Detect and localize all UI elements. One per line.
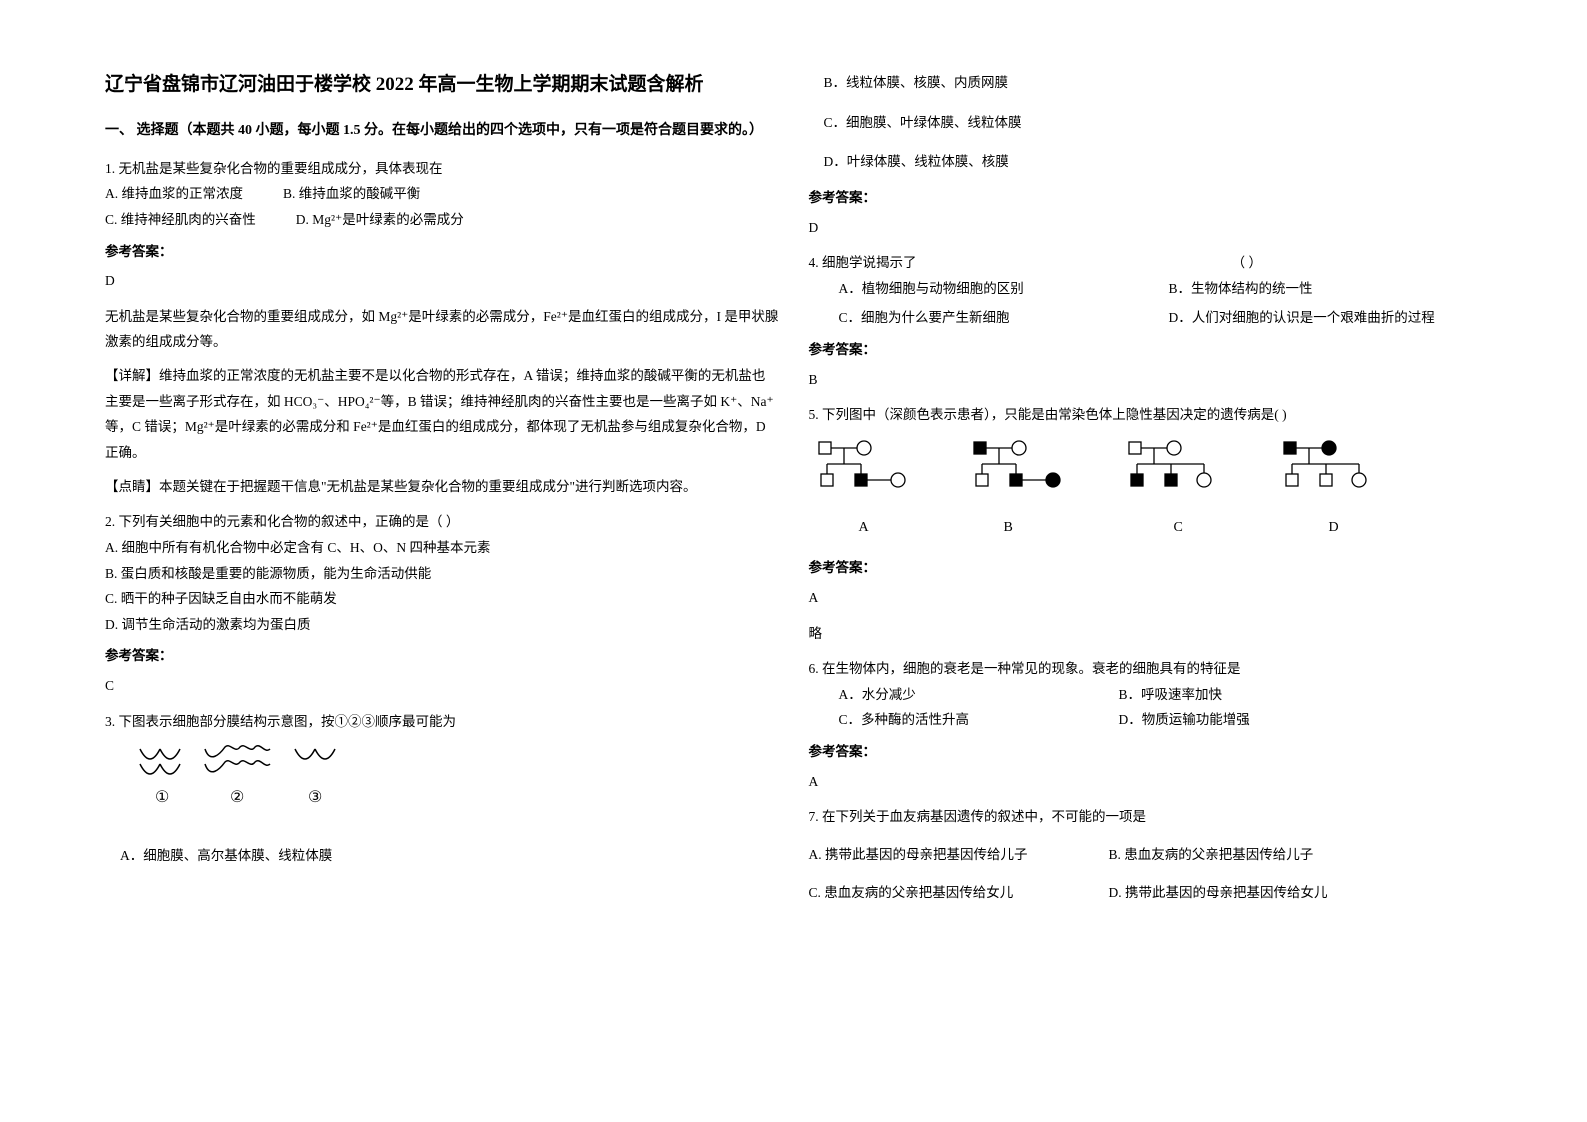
right-column: B．线粒体膜、核膜、内质网膜 C．细胞膜、叶绿体膜、线粒体膜 D．叶绿体膜、线粒…: [794, 70, 1498, 1052]
left-column: 辽宁省盘锦市辽河油田于楼学校 2022 年高一生物上学期期末试题含解析 一、 选…: [90, 70, 794, 1052]
q1-answer-label: 参考答案：: [105, 239, 779, 265]
q4-option-c: C．细胞为什么要产生新细胞: [839, 305, 1169, 331]
q3-option-c: C．细胞膜、叶绿体膜、线粒体膜: [809, 110, 1483, 136]
q6-option-c: C．多种酶的活性升高: [839, 707, 1119, 733]
q5-option-a: A: [824, 515, 959, 542]
q7-option-c: C. 患血友病的父亲把基因传给女儿: [809, 880, 1109, 906]
q3-option-b: B．线粒体膜、核膜、内质网膜: [809, 70, 1483, 96]
section-header: 一、 选择题（本题共 40 小题，每小题 1.5 分。在每小题给出的四个选项中，…: [105, 118, 779, 143]
question-3: 3. 下图表示细胞部分膜结构示意图，按①②③顺序最可能为 ① ② ③ A．细胞膜…: [105, 709, 779, 869]
q4-blank: （ ）: [1232, 250, 1262, 276]
q7-row1: A. 携带此基因的母亲把基因传给儿子 B. 患血友病的父亲把基因传给儿子: [809, 842, 1483, 868]
q1-option-a: A. 维持血浆的正常浓度: [105, 181, 243, 207]
q1-answer: D: [105, 268, 779, 294]
q2-option-d: D. 调节生命活动的激素均为蛋白质: [105, 612, 779, 638]
q4-stem-row: 4. 细胞学说揭示了 （ ）: [809, 250, 1483, 276]
q4-option-a: A．植物细胞与动物细胞的区别: [839, 276, 1169, 302]
question-3-continued: B．线粒体膜、核膜、内质网膜 C．细胞膜、叶绿体膜、线粒体膜 D．叶绿体膜、线粒…: [809, 70, 1483, 240]
q6-option-a: A．水分减少: [839, 682, 1119, 708]
q3-option-d: D．叶绿体膜、线粒体膜、核膜: [809, 149, 1483, 175]
q6-option-b: B．呼吸速率加快: [1119, 682, 1223, 708]
question-7: 7. 在下列关于血友病基因遗传的叙述中，不可能的一项是 A. 携带此基因的母亲把…: [809, 804, 1483, 905]
q1-options-row2: C. 维持神经肌肉的兴奋性 D. Mg²⁺是叶绿素的必需成分: [105, 207, 779, 233]
q1-stem: 1. 无机盐是某些复杂化合物的重要组成成分，具体表现在: [105, 156, 779, 182]
q4-options: A．植物细胞与动物细胞的区别 B．生物体结构的统一性 C．细胞为什么要产生新细胞…: [809, 276, 1483, 331]
q2-option-b: B. 蛋白质和核酸是重要的能源物质，能为生命活动供能: [105, 561, 779, 587]
q1-option-c: C. 维持神经肌肉的兴奋性: [105, 207, 256, 233]
q7-row2: C. 患血友病的父亲把基因传给女儿 D. 携带此基因的母亲把基因传给女儿: [809, 880, 1483, 906]
q1-explanation-1: 无机盐是某些复杂化合物的重要组成成分，如 Mg²⁺是叶绿素的必需成分，Fe²⁺是…: [105, 304, 779, 355]
q7-option-d: D. 携带此基因的母亲把基因传给女儿: [1109, 880, 1328, 906]
q6-row1: A．水分减少 B．呼吸速率加快: [839, 682, 1483, 708]
svg-text:①: ①: [155, 789, 169, 806]
q4-stem: 4. 细胞学说揭示了: [809, 250, 917, 276]
q4-answer-label: 参考答案：: [809, 337, 1483, 363]
exam-title: 辽宁省盘锦市辽河油田于楼学校 2022 年高一生物上学期期末试题含解析: [105, 70, 779, 100]
q6-option-d: D．物质运输功能增强: [1119, 707, 1250, 733]
q4-option-d: D．人们对细胞的认识是一个艰难曲折的过程: [1169, 305, 1435, 331]
q5-answer-label: 参考答案：: [809, 555, 1483, 581]
svg-text:③: ③: [308, 789, 322, 806]
q4-row2: C．细胞为什么要产生新细胞 D．人们对细胞的认识是一个艰难曲折的过程: [839, 305, 1483, 331]
question-2: 2. 下列有关细胞中的元素和化合物的叙述中，正确的是（ ） A. 细胞中所有有机…: [105, 509, 779, 698]
q5-note: 略: [809, 621, 1483, 647]
q2-option-c: C. 晒干的种子因缺乏自由水而不能萌发: [105, 586, 779, 612]
q1-option-b: B. 维持血浆的酸碱平衡: [283, 181, 420, 207]
q3-answer: D: [809, 215, 1483, 241]
question-4: 4. 细胞学说揭示了 （ ） A．植物细胞与动物细胞的区别 B．生物体结构的统一…: [809, 250, 1483, 392]
q1-explanation-3: 【点睛】本题关键在于把握题干信息"无机盐是某些复杂化合物的重要组成成分"进行判断…: [105, 474, 779, 500]
q1-options-row1: A. 维持血浆的正常浓度 B. 维持血浆的酸碱平衡: [105, 181, 779, 207]
question-6: 6. 在生物体内，细胞的衰老是一种常见的现象。衰老的细胞具有的特征是 A．水分减…: [809, 656, 1483, 794]
q3-answer-label: 参考答案：: [809, 185, 1483, 211]
q4-option-b: B．生物体结构的统一性: [1169, 276, 1313, 302]
q5-option-labels: A B C D: [809, 515, 1483, 542]
q5-answer: A: [809, 585, 1483, 611]
q7-stem: 7. 在下列关于血友病基因遗传的叙述中，不可能的一项是: [809, 804, 1483, 830]
q6-answer: A: [809, 769, 1483, 795]
q2-answer: C: [105, 673, 779, 699]
q1-option-d: D. Mg²⁺是叶绿素的必需成分: [296, 207, 464, 233]
q3-option-a: A．细胞膜、高尔基体膜、线粒体膜: [105, 843, 779, 869]
q6-row2: C．多种酶的活性升高 D．物质运输功能增强: [839, 707, 1483, 733]
question-5: 5. 下列图中（深颜色表示患者），只能是由常染色体上隐性基因决定的遗传病是( ): [809, 402, 1483, 646]
q2-option-a: A. 细胞中所有有机化合物中必定含有 C、H、O、N 四种基本元素: [105, 535, 779, 561]
q5-stem: 5. 下列图中（深颜色表示患者），只能是由常染色体上隐性基因决定的遗传病是( ): [809, 402, 1483, 428]
q6-options: A．水分减少 B．呼吸速率加快 C．多种酶的活性升高 D．物质运输功能增强: [809, 682, 1483, 733]
question-1: 1. 无机盐是某些复杂化合物的重要组成成分，具体表现在 A. 维持血浆的正常浓度…: [105, 156, 779, 500]
q5-option-c: C: [1129, 515, 1284, 542]
q5-option-d: D: [1284, 515, 1339, 542]
q4-row1: A．植物细胞与动物细胞的区别 B．生物体结构的统一性: [839, 276, 1483, 302]
q5-pedigree-diagram: [809, 434, 1429, 504]
q2-answer-label: 参考答案：: [105, 643, 779, 669]
q4-answer: B: [809, 367, 1483, 393]
q6-answer-label: 参考答案：: [809, 739, 1483, 765]
q3-membrane-diagram: ① ② ③: [135, 744, 345, 824]
q2-stem: 2. 下列有关细胞中的元素和化合物的叙述中，正确的是（ ）: [105, 509, 779, 535]
q6-stem: 6. 在生物体内，细胞的衰老是一种常见的现象。衰老的细胞具有的特征是: [809, 656, 1483, 682]
q7-option-b: B. 患血友病的父亲把基因传给儿子: [1109, 842, 1314, 868]
q5-option-b: B: [959, 515, 1129, 542]
svg-text:②: ②: [230, 789, 244, 806]
q7-option-a: A. 携带此基因的母亲把基因传给儿子: [809, 842, 1109, 868]
q3-stem: 3. 下图表示细胞部分膜结构示意图，按①②③顺序最可能为: [105, 709, 779, 735]
q1-explanation-2: 【详解】维持血浆的正常浓度的无机盐主要不是以化合物的形式存在，A 错误；维持血浆…: [105, 363, 779, 466]
